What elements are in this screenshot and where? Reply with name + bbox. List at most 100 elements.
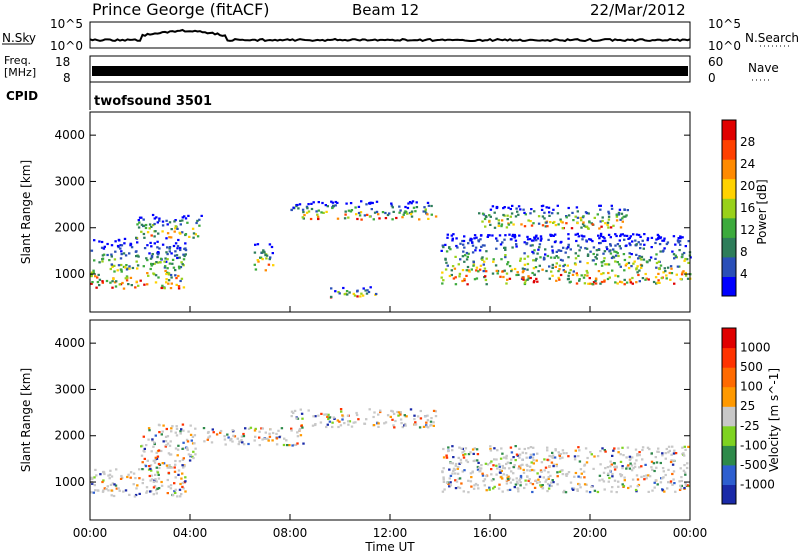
echo-cell xyxy=(594,279,597,283)
echo-cell xyxy=(296,417,299,420)
echo-cell xyxy=(200,214,203,217)
echo-cell xyxy=(548,211,551,214)
echo-cell xyxy=(445,454,448,457)
echo-cell xyxy=(505,454,508,457)
echo-cell xyxy=(157,276,160,279)
echo-cell xyxy=(449,462,452,465)
echo-cell xyxy=(478,268,482,271)
echo-cell xyxy=(617,211,621,214)
echo-cell xyxy=(586,253,590,256)
echo-cell xyxy=(296,435,300,438)
echo-cell xyxy=(184,480,187,483)
echo-cell xyxy=(583,274,587,277)
echo-cell xyxy=(523,263,527,266)
echo-cell xyxy=(192,450,195,453)
echo-cell xyxy=(392,210,395,213)
echo-cell xyxy=(473,237,476,240)
echo-cell xyxy=(469,480,473,483)
echo-cell xyxy=(461,255,465,258)
echo-cell xyxy=(173,220,176,223)
echo-cell xyxy=(540,208,544,211)
echo-cell xyxy=(635,490,638,493)
echo-cell xyxy=(129,471,133,474)
echo-cell xyxy=(90,272,94,275)
echo-cell xyxy=(683,471,687,474)
echo-cell xyxy=(607,271,610,275)
echo-cell xyxy=(129,276,133,279)
echo-cell xyxy=(181,464,184,467)
echo-cell xyxy=(559,218,562,221)
echo-cell xyxy=(103,472,106,476)
colorbar-swatch xyxy=(722,347,736,368)
echo-cell xyxy=(526,475,529,478)
noise-tick-right-bottom: 10^0 xyxy=(708,39,741,53)
echo-cell xyxy=(175,254,179,257)
echo-cell xyxy=(275,443,279,446)
echo-cell xyxy=(532,252,535,255)
echo-cell xyxy=(157,251,160,254)
echo-cell xyxy=(240,439,243,442)
echo-cell xyxy=(536,252,539,255)
echo-cell xyxy=(612,224,615,227)
echo-cell xyxy=(268,432,271,435)
echo-cell xyxy=(142,224,146,227)
echo-cell xyxy=(112,494,116,498)
echo-cell xyxy=(334,204,337,207)
echo-cell xyxy=(504,234,507,237)
echo-cell xyxy=(522,471,526,474)
echo-cell xyxy=(565,215,568,218)
echo-cell xyxy=(561,449,565,452)
echo-cell xyxy=(648,448,651,451)
echo-cell xyxy=(628,252,631,255)
echo-cell xyxy=(617,485,620,488)
echo-cell xyxy=(314,415,317,418)
echo-cell xyxy=(256,243,260,246)
echo-cell xyxy=(609,469,612,472)
echo-cell xyxy=(194,447,197,450)
echo-cell xyxy=(210,441,214,444)
echo-cell xyxy=(523,241,526,244)
echo-cell xyxy=(379,410,382,414)
echo-cell xyxy=(296,442,299,445)
echo-cell xyxy=(657,260,661,263)
echo-cell xyxy=(353,294,357,297)
echo-cell xyxy=(188,235,191,238)
echo-cell xyxy=(664,270,667,273)
echo-cell xyxy=(232,434,235,437)
echo-cell xyxy=(237,443,240,446)
echo-cell xyxy=(562,265,565,268)
echo-cell xyxy=(547,238,550,241)
echo-cell xyxy=(603,250,607,253)
echo-cell xyxy=(532,459,535,462)
colorbar-swatch xyxy=(722,386,736,407)
echo-cell xyxy=(477,239,480,242)
echo-cell xyxy=(339,408,343,411)
echo-cell xyxy=(184,253,187,256)
echo-cell xyxy=(462,239,466,243)
echo-cell xyxy=(146,244,149,247)
echo-cell xyxy=(298,427,302,431)
echo-cell xyxy=(540,237,543,240)
echo-cell xyxy=(446,264,449,267)
echo-cell xyxy=(260,427,263,430)
echo-cell xyxy=(572,270,575,273)
echo-cell xyxy=(450,269,453,272)
echo-cell xyxy=(165,444,168,447)
colorbar-tick-label: -100 xyxy=(740,438,767,452)
echo-cell xyxy=(656,233,660,236)
echo-cell xyxy=(679,484,682,487)
echo-cell xyxy=(115,487,118,490)
echo-cell xyxy=(561,456,564,459)
echo-cell xyxy=(174,463,177,466)
echo-cell xyxy=(503,246,506,249)
echo-cell xyxy=(561,227,564,230)
echo-cell xyxy=(648,475,652,478)
echo-cell xyxy=(619,460,623,463)
echo-cell xyxy=(599,232,603,235)
echo-cell xyxy=(614,260,617,263)
echo-cell xyxy=(661,239,664,242)
echo-cell xyxy=(661,454,664,457)
echo-cell xyxy=(566,472,569,476)
echo-cell xyxy=(470,476,473,479)
echo-cell xyxy=(343,217,347,220)
